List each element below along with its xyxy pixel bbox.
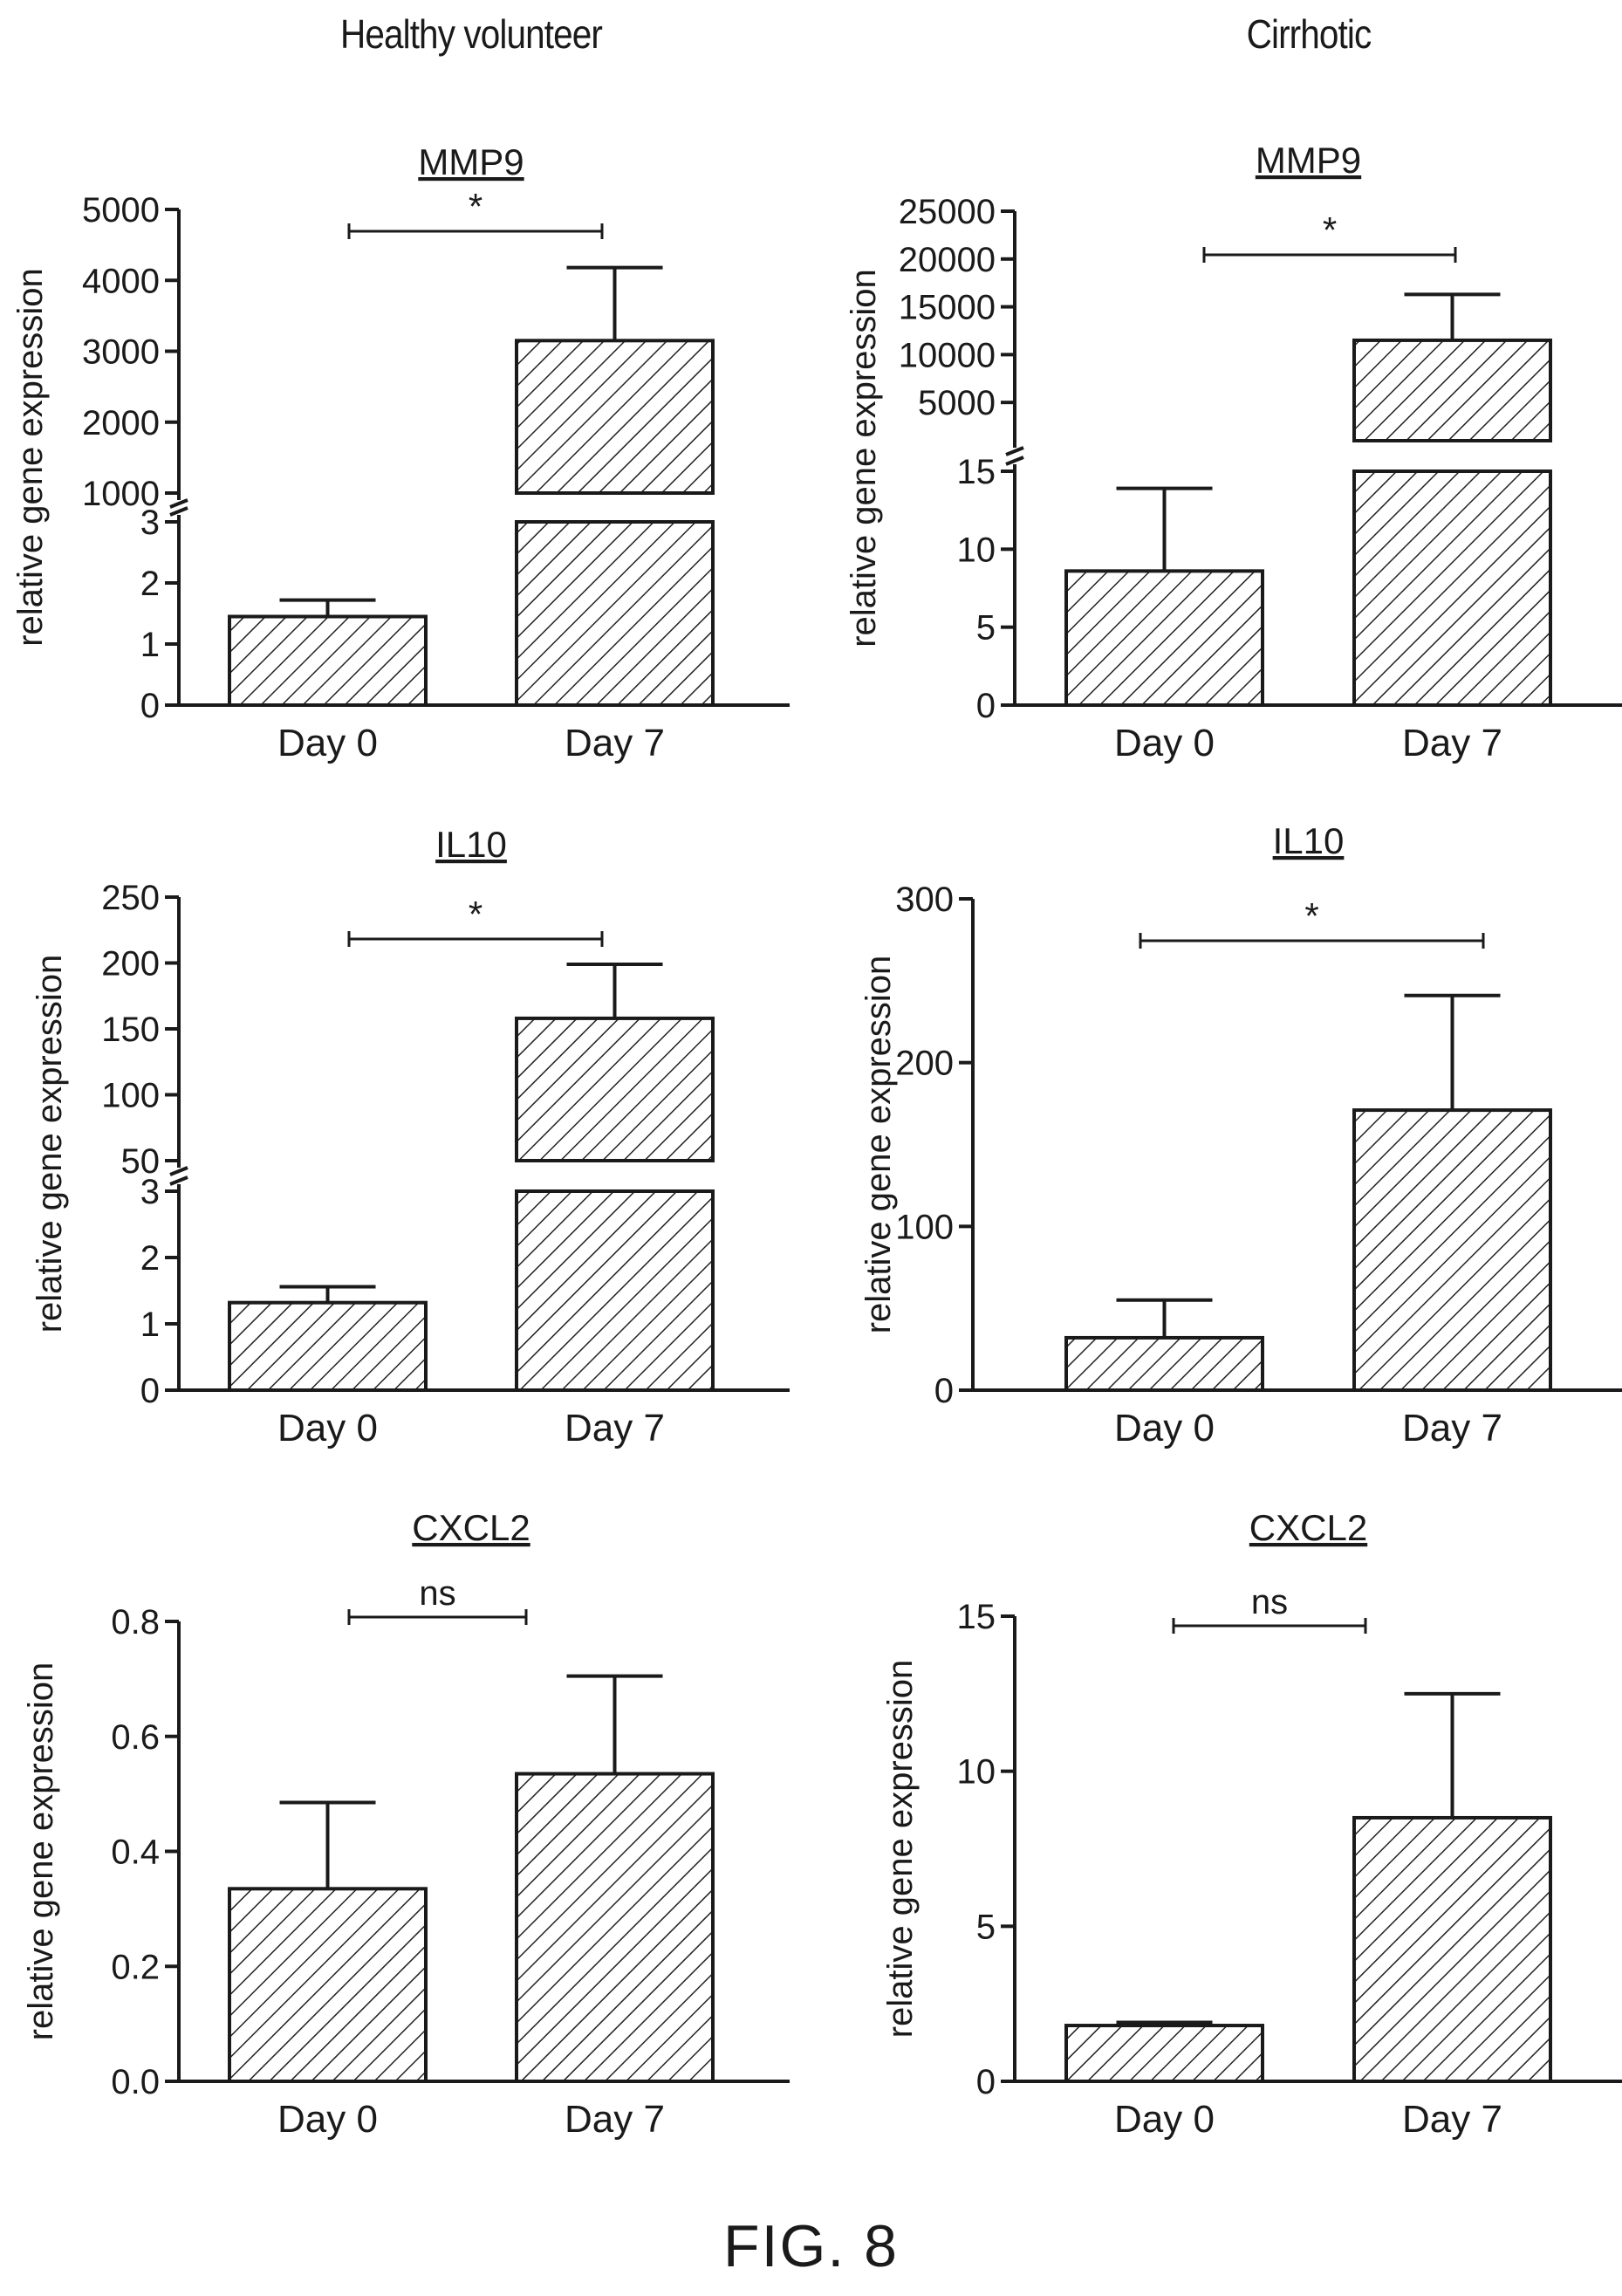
bar-day-7-upper: [1352, 338, 1552, 442]
axis-break-mark: [1005, 456, 1024, 466]
chart-title: MMP9: [418, 141, 524, 182]
y-lower-tick-label: 2: [140, 1239, 160, 1278]
x-tick-label: Day 0: [277, 722, 378, 764]
y-tick-label: 10: [957, 1753, 996, 1792]
axis-break-mark: [169, 498, 188, 509]
x-tick-label: Day 0: [1114, 2098, 1215, 2141]
y-upper-tick-label: 1000: [82, 475, 160, 513]
y-tick-label: 5: [976, 1908, 996, 1946]
bar-day-7: [1352, 1815, 1552, 2083]
y-upper-tick-label: 15000: [899, 289, 996, 327]
bar-day-7: [515, 1772, 715, 2083]
y-upper-tick-label: 50: [121, 1142, 161, 1181]
y-lower-tick-label: 3: [140, 1173, 160, 1211]
bar-day-7-lower: [1352, 469, 1552, 707]
y-upper-tick-label: 3000: [82, 333, 160, 372]
chart-title: MMP9: [1256, 140, 1361, 181]
bar-day-0: [1064, 1335, 1264, 1392]
y-upper-tick-label: 5000: [918, 384, 996, 422]
bar-day-0: [228, 1300, 428, 1393]
y-upper-tick-label: 4000: [82, 262, 160, 300]
y-upper-tick-label: 5000: [82, 191, 160, 230]
significance-label: ns: [1251, 1583, 1288, 1621]
bar-day-0: [1064, 2024, 1264, 2084]
chart-title: CXCL2: [412, 1507, 530, 1548]
y-lower-tick-label: 5: [976, 609, 996, 648]
y-tick-label: 15: [957, 1598, 996, 1636]
significance-label: *: [469, 894, 482, 935]
chart-title: IL10: [435, 824, 507, 865]
y-upper-tick-label: 150: [101, 1011, 160, 1049]
y-lower-tick-label: 10: [957, 531, 996, 569]
y-axis-label: relative gene expression: [881, 1660, 920, 2039]
y-tick-label: 0.8: [111, 1603, 160, 1641]
bar-day-7-upper: [515, 1016, 715, 1163]
y-lower-tick-label: 1: [140, 626, 160, 664]
y-tick-label: 0: [934, 1372, 954, 1410]
y-axis-label: relative gene expression: [11, 268, 50, 647]
x-tick-label: Day 0: [277, 1407, 378, 1450]
x-tick-label: Day 0: [1114, 1407, 1215, 1450]
y-upper-tick-label: 100: [101, 1077, 160, 1115]
bar-day-0: [228, 614, 428, 707]
y-axis-label: relative gene expression: [845, 269, 883, 648]
y-upper-tick-label: 25000: [899, 193, 996, 231]
significance-label: ns: [419, 1574, 455, 1613]
y-tick-label: 0: [976, 2063, 996, 2101]
chart-title: IL10: [1273, 820, 1345, 861]
bar-day-7: [1352, 1108, 1552, 1392]
y-lower-tick-label: 3: [140, 504, 160, 542]
axis-break-mark: [169, 506, 188, 517]
x-tick-label: Day 0: [1114, 722, 1215, 764]
x-tick-label: Day 7: [1402, 722, 1502, 764]
significance-label: *: [1323, 209, 1337, 250]
chart-title: CXCL2: [1249, 1507, 1367, 1548]
y-axis-label: relative gene expression: [31, 955, 69, 1333]
y-lower-tick-label: 0: [140, 1372, 160, 1410]
y-upper-tick-label: 20000: [899, 241, 996, 279]
y-upper-tick-label: 200: [101, 945, 160, 984]
x-tick-label: Day 7: [565, 1407, 665, 1450]
significance-label: *: [1304, 895, 1318, 936]
y-lower-tick-label: 0: [976, 687, 996, 725]
axis-break-mark: [169, 1166, 188, 1176]
y-upper-tick-label: 250: [101, 879, 160, 917]
x-tick-label: Day 7: [1402, 2098, 1502, 2141]
y-tick-label: 300: [895, 881, 954, 919]
y-tick-label: 100: [895, 1208, 954, 1246]
y-tick-label: 0.0: [111, 2063, 160, 2101]
y-lower-tick-label: 0: [140, 687, 160, 725]
bar-day-0: [228, 1887, 428, 2084]
y-axis-label: relative gene expression: [859, 956, 898, 1334]
y-axis-label: relative gene expression: [22, 1662, 60, 2041]
y-tick-label: 0.6: [111, 1718, 160, 1757]
bar-day-7-lower: [515, 520, 715, 707]
bar-day-7-lower: [515, 1189, 715, 1392]
bar-day-7-upper: [515, 339, 715, 495]
column-title-healthy: Healthy volunteer: [339, 11, 603, 57]
y-upper-tick-label: 10000: [899, 336, 996, 374]
x-tick-label: Day 7: [565, 2098, 665, 2141]
y-lower-tick-label: 1: [140, 1306, 160, 1344]
axis-break-mark: [1005, 446, 1024, 456]
y-upper-tick-label: 2000: [82, 404, 160, 442]
x-tick-label: Day 0: [277, 2098, 378, 2141]
x-tick-label: Day 7: [1402, 1407, 1502, 1450]
y-lower-tick-label: 15: [957, 453, 996, 491]
y-tick-label: 0.2: [111, 1948, 160, 1986]
x-tick-label: Day 7: [565, 722, 665, 764]
y-lower-tick-label: 2: [140, 565, 160, 603]
figure-label: FIG. 8: [723, 2213, 899, 2279]
significance-label: *: [469, 186, 482, 227]
column-title-cirrhotic: Cirrhotic: [1246, 11, 1372, 57]
y-tick-label: 200: [895, 1045, 954, 1083]
axis-break-mark: [169, 1175, 188, 1186]
y-tick-label: 0.4: [111, 1833, 160, 1872]
